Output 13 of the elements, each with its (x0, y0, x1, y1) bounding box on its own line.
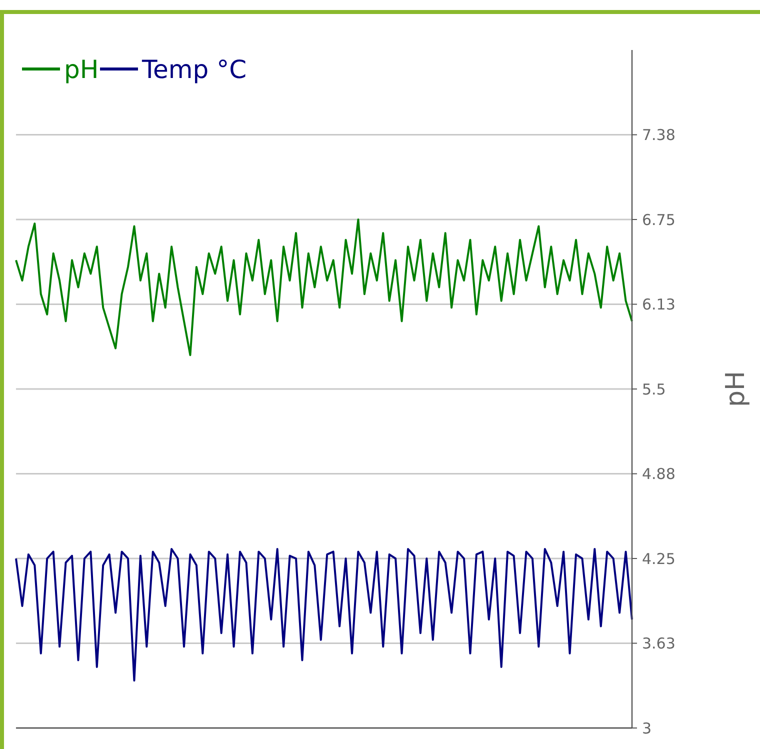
y-tick-label: 4.25 (642, 550, 676, 568)
y-tick-label: 3.63 (642, 634, 676, 652)
y-tick-label: 3 (642, 719, 652, 738)
y-tick-label: 6.13 (642, 296, 676, 314)
line-series (15, 548, 633, 682)
y-tick-label: 6.75 (642, 210, 676, 229)
y-tick-label: 4.88 (642, 465, 676, 483)
y-tick-label: 5.5 (642, 380, 666, 398)
legend-label: pH (64, 55, 99, 84)
legend-label: Temp °C (141, 55, 247, 84)
y-axis-title: pH (721, 370, 752, 408)
line-series (15, 218, 633, 356)
y-tick-label: 7.38 (642, 126, 676, 144)
